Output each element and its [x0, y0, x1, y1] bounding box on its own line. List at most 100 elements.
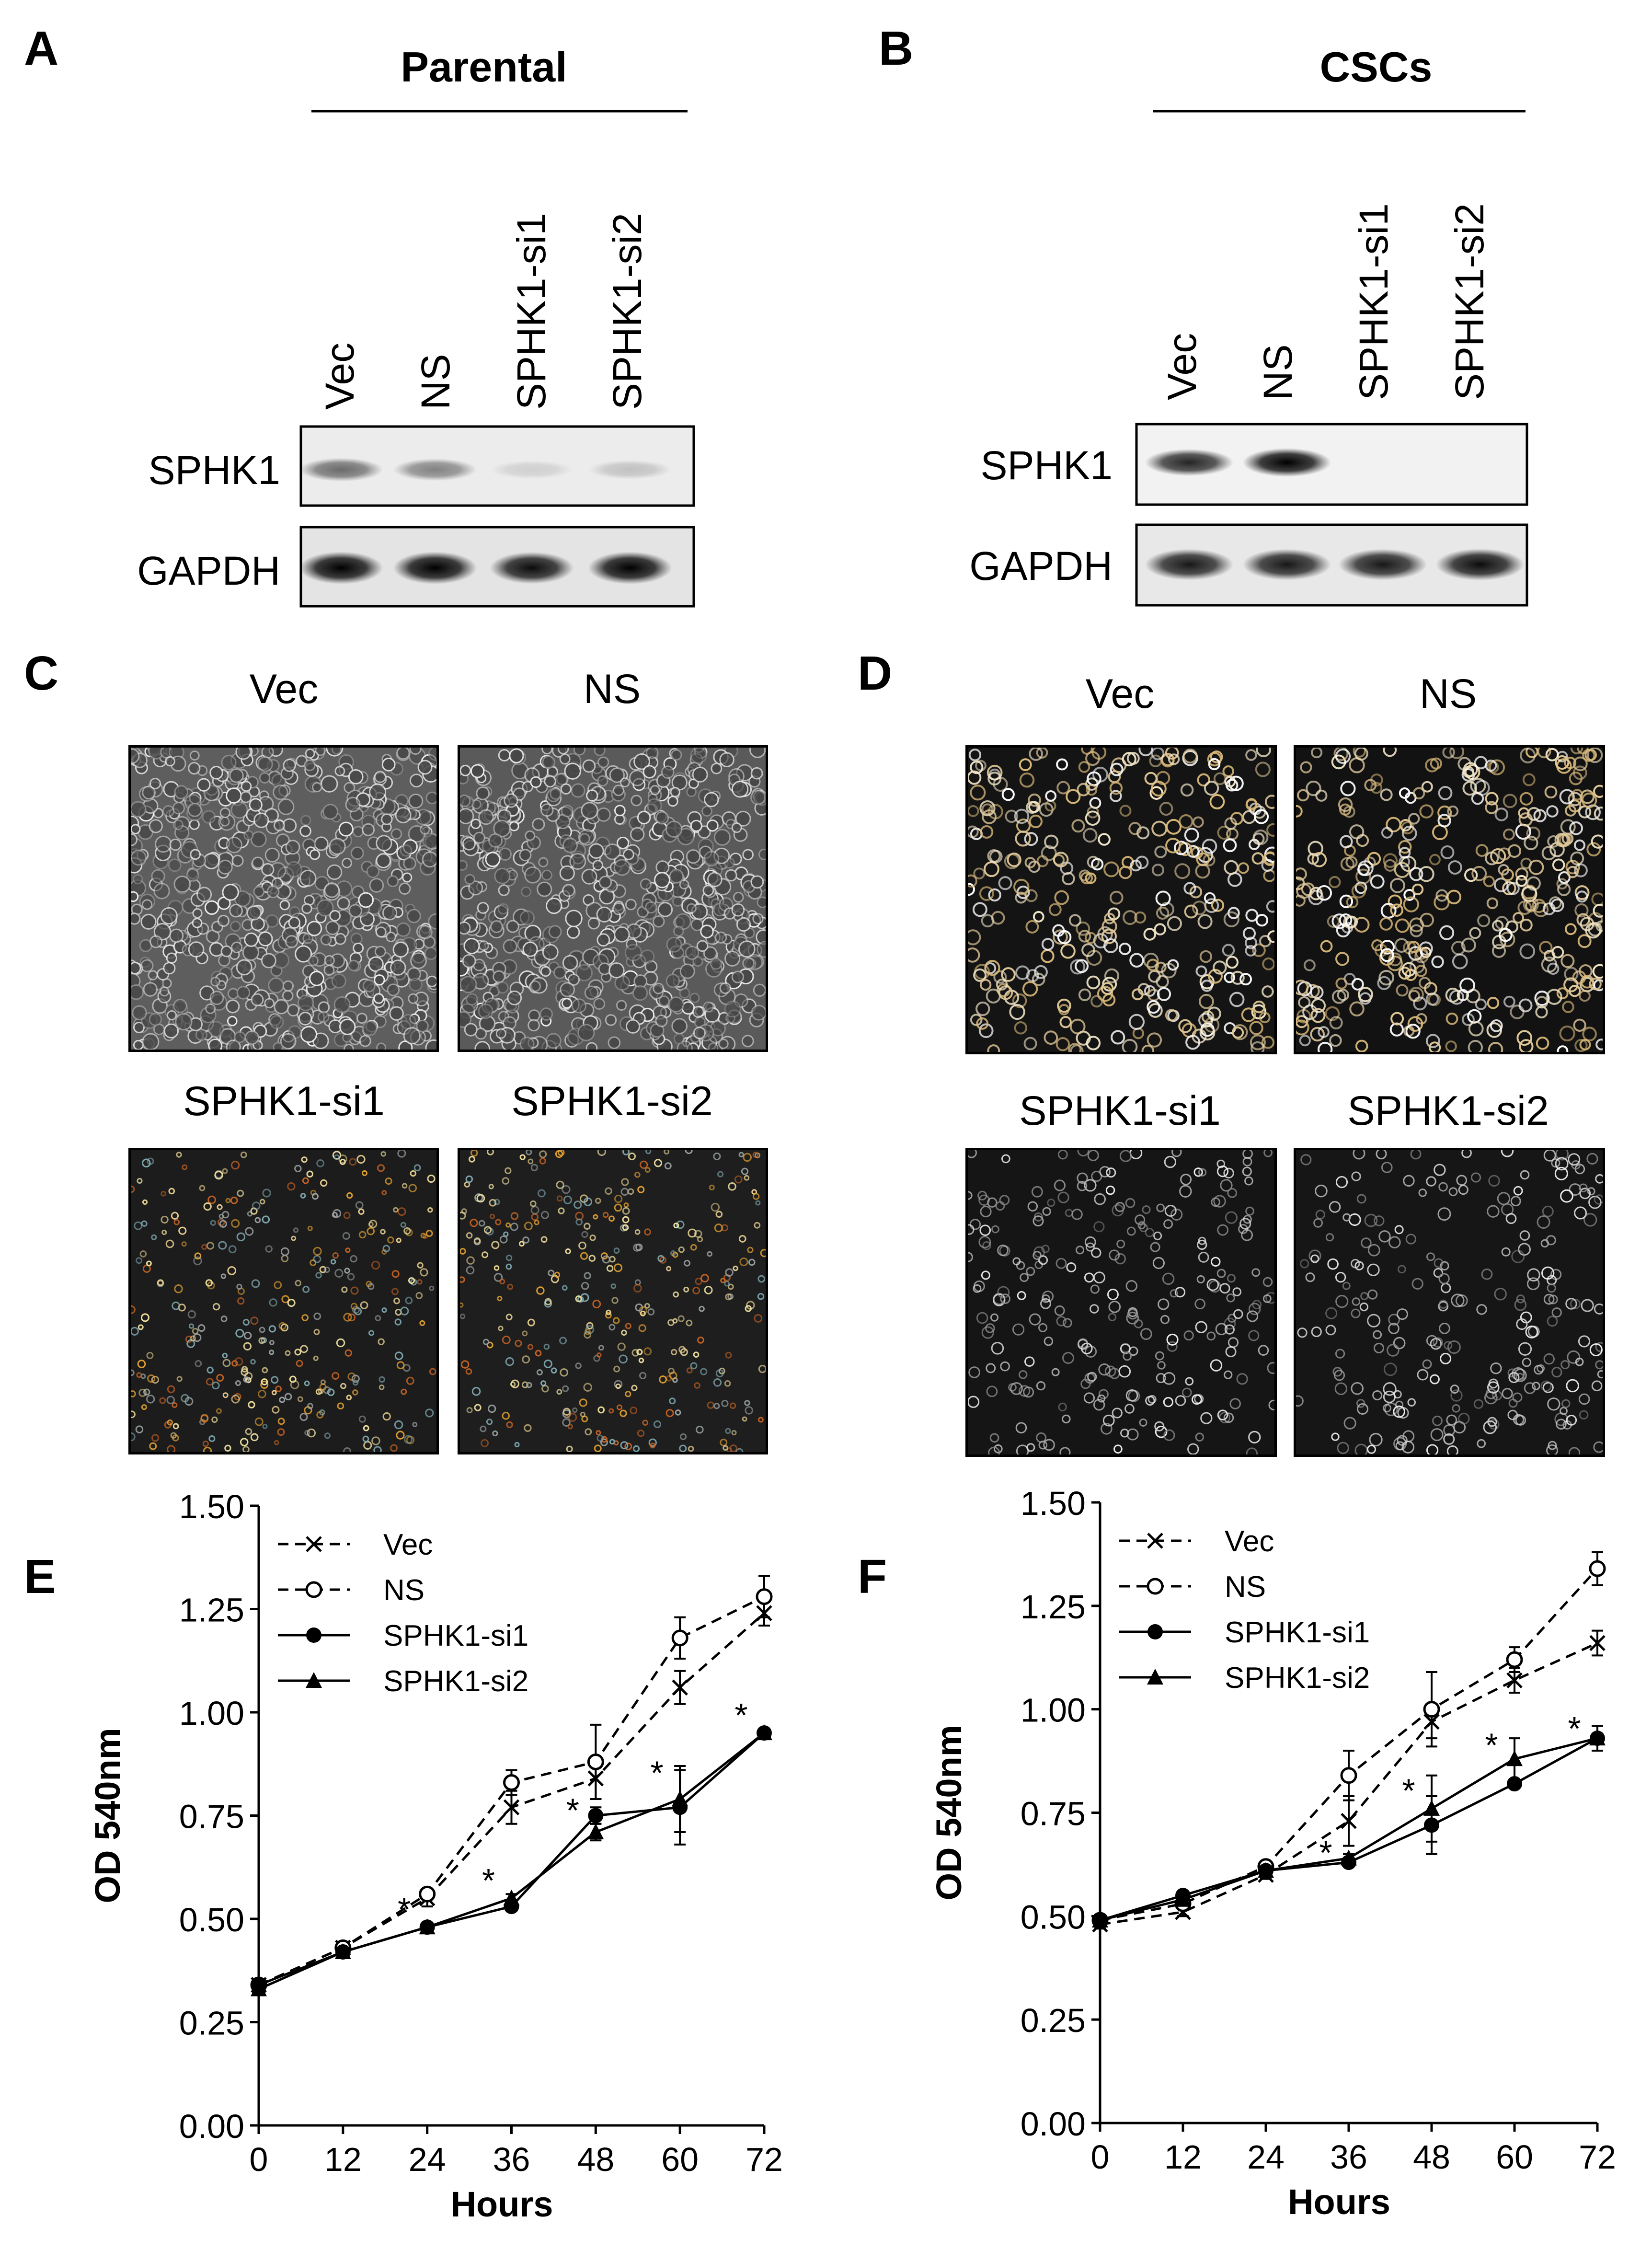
blot-band-gapdh [1242, 549, 1331, 580]
legend-label: Vec [1225, 1525, 1274, 1558]
blot-band-sphk1 [1145, 449, 1234, 476]
lane-label: SPHK1-si2 [605, 213, 650, 410]
data-point [1423, 1701, 1440, 1718]
legend-label: SPHK1-si1 [1225, 1616, 1370, 1649]
image-label: Vec [1085, 671, 1155, 717]
lane-label: SPHK1-si2 [1447, 203, 1492, 400]
data-point [1506, 1750, 1523, 1766]
significance-star: * [1319, 1834, 1332, 1871]
y-tick-label: 1.25 [1021, 1588, 1086, 1626]
panel-letter-a: A [24, 22, 58, 75]
y-tick-label: 1.00 [1021, 1692, 1086, 1729]
legend-marker [1147, 1624, 1163, 1639]
x-tick-label: 60 [661, 2141, 699, 2178]
y-tick-label: 0.75 [179, 1798, 244, 1835]
blot-label-gapdh: GAPDH [137, 548, 280, 593]
blot-band-sphk1 [1242, 448, 1331, 477]
y-tick-label: 0.50 [179, 1901, 244, 1939]
y-tick-label: 0.25 [1021, 2002, 1086, 2039]
data-point [1589, 1560, 1606, 1577]
image-label: SPHK1-si2 [1347, 1088, 1549, 1134]
significance-star: * [1402, 1772, 1415, 1810]
x-tick-label: 0 [1091, 2138, 1110, 2176]
series-sphk1-si2 [1092, 1725, 1606, 1927]
data-point [503, 1799, 520, 1816]
significance-star: * [1568, 1710, 1581, 1747]
series-ns [1091, 1551, 1606, 1929]
data-point [334, 1943, 351, 1959]
data-point [1175, 1891, 1191, 1907]
blot-label-sphk1: SPHK1 [981, 443, 1113, 488]
legend-marker [306, 1536, 322, 1552]
data-point [672, 1679, 688, 1696]
significance-star: * [482, 1862, 495, 1899]
blot-band-gapdh [1145, 549, 1234, 580]
image-label: SPHK1-si1 [183, 1078, 385, 1124]
y-tick-label: 0.75 [1021, 1795, 1086, 1833]
y-tick-label: 0.25 [179, 2005, 244, 2042]
blot-band-gapdh [1338, 549, 1427, 580]
data-point [1589, 1730, 1606, 1746]
panel-letter-c: C [24, 646, 59, 700]
lane-label: Vec [1159, 333, 1205, 400]
data-point [1340, 1767, 1357, 1784]
panel-letter-e: E [24, 1550, 56, 1604]
group-title-cscs: CSCs [1320, 43, 1433, 91]
data-point [756, 1724, 772, 1741]
growth-chart-parental: 0.00 0.25 0.50 0.75 1.00 1.25 1.50 0 12 24 36 48 60 7… [88, 1488, 783, 2224]
lane-label: SPHK1-si1 [1351, 203, 1396, 400]
y-tick-label: 0.50 [1021, 1898, 1086, 1936]
legend-label: NS [1225, 1570, 1266, 1604]
lane-label: Vec [317, 343, 362, 410]
x-tick-label: 60 [1496, 2138, 1533, 2176]
lane-label: NS [1255, 344, 1300, 400]
image-label: NS [583, 666, 641, 712]
legend-label: Vec [383, 1528, 433, 1561]
legend-label: SPHK1-si1 [383, 1619, 528, 1652]
x-axis-label: Hours [451, 2184, 553, 2224]
data-point [1341, 1849, 1357, 1866]
legend-label: SPHK1-si2 [1225, 1662, 1370, 1695]
blot-label-sphk1: SPHK1 [149, 448, 280, 493]
legend-marker [305, 1581, 322, 1598]
data-point [503, 1774, 520, 1791]
legend-marker [306, 1672, 322, 1688]
growth-chart-cscs: 0.00 0.25 0.50 0.75 1.00 1.25 1.50 0 12 24 36 48 60 7… [929, 1485, 1616, 2222]
legend-marker [306, 1627, 321, 1643]
blot-band-sphk1 [299, 458, 383, 482]
y-tick-label: 1.50 [179, 1488, 244, 1525]
x-tick-label: 24 [1247, 2138, 1285, 2176]
data-point [503, 1889, 520, 1905]
x-tick-label: 0 [250, 2141, 268, 2178]
y-tick-label: 1.25 [179, 1592, 244, 1629]
western-blot-panel-a: A Parental Vec NS SPHK1-si1 SPHK1-si2 SP… [24, 22, 695, 608]
micrograph-parental-sphk1-si2 [458, 1148, 768, 1454]
micrograph-csc-ns [1294, 745, 1605, 1054]
panel-letter-d: D [858, 646, 893, 700]
data-point [587, 1753, 604, 1770]
data-point [1589, 1635, 1606, 1651]
micrograph-parental-vec [128, 745, 439, 1052]
blot-label-gapdh: GAPDH [969, 543, 1113, 589]
y-tick-label: 1.00 [179, 1695, 244, 1732]
blot-band-gapdh [490, 552, 574, 584]
data-point [588, 1808, 604, 1823]
legend-marker [1147, 1669, 1163, 1685]
blot-band-gapdh [393, 552, 477, 584]
y-axis-label: OD 540nm [88, 1728, 127, 1903]
data-point [1092, 1911, 1108, 1927]
image-label: SPHK1-si1 [1019, 1088, 1221, 1134]
legend-marker [1147, 1533, 1163, 1549]
legend: Vec NS SPHK1-si1 SPHK1-si2 [278, 1528, 528, 1698]
data-point [1423, 1800, 1440, 1816]
data-point [1506, 1651, 1523, 1668]
lane-label: NS [413, 354, 458, 410]
y-tick-label: 0.00 [1021, 2105, 1086, 2143]
y-tick-label: 1.50 [1021, 1485, 1086, 1522]
western-blot-panel-b: B CSCs Vec NS SPHK1-si1 SPHK1-si2 SPHK1 … [879, 22, 1528, 607]
data-point [1341, 1812, 1357, 1829]
micrograph-csc-vec [965, 745, 1277, 1054]
legend-label: SPHK1-si2 [383, 1665, 528, 1698]
blot-band-gapdh [1435, 548, 1525, 581]
x-tick-label: 12 [324, 2141, 362, 2178]
